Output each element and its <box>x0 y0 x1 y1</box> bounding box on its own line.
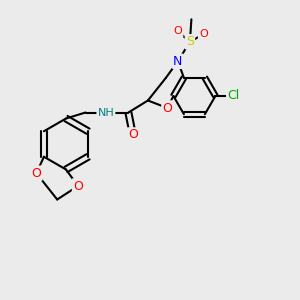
Text: O: O <box>128 128 138 142</box>
Text: N: N <box>173 55 183 68</box>
Text: S: S <box>186 35 194 48</box>
Text: NH: NH <box>98 107 114 118</box>
Text: O: O <box>173 26 182 36</box>
Text: O: O <box>73 179 83 193</box>
Text: Cl: Cl <box>227 89 239 103</box>
Text: O: O <box>199 29 208 39</box>
Text: O: O <box>163 101 172 115</box>
Text: O: O <box>32 167 41 180</box>
